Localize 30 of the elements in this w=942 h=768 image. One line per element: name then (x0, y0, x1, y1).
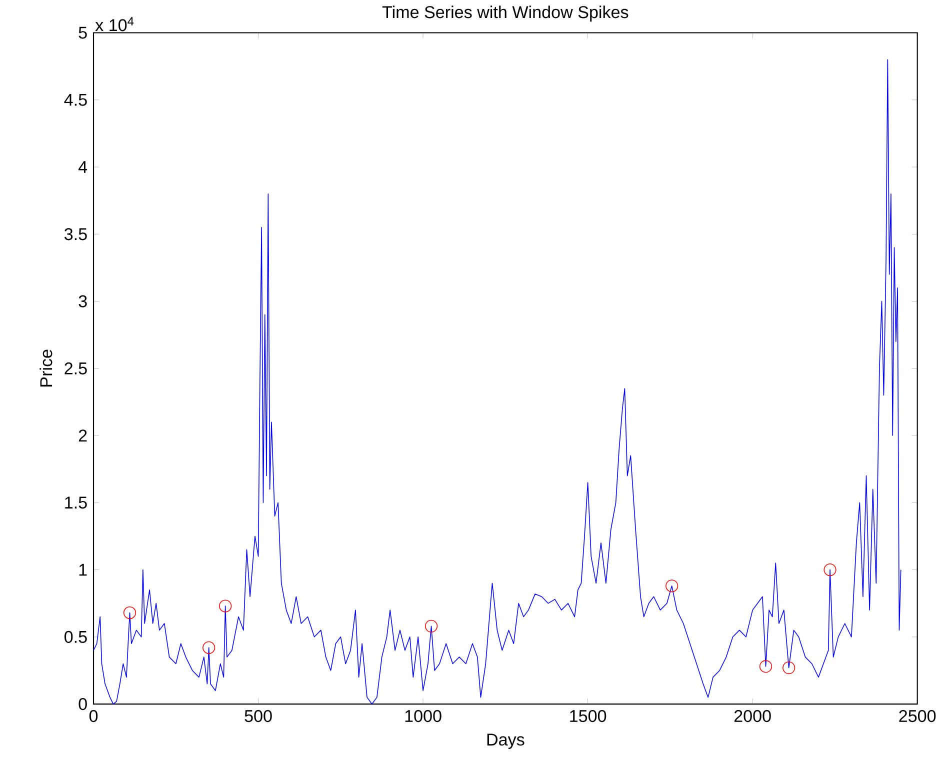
line-series (93, 59, 902, 704)
point (782, 661, 796, 674)
x-tick-label: 2500 (899, 710, 936, 722)
y-tick-label: 0 (78, 698, 87, 710)
point (824, 563, 836, 576)
y-tick-label: 3 (78, 295, 87, 308)
y-tick-label: 4.5 (64, 94, 87, 106)
y-axis-title: Price (40, 350, 52, 386)
x-tick-label: 1500 (570, 710, 606, 722)
chart-title: Time Series with Window Spikes (382, 6, 628, 22)
x-tick-label: 1000 (405, 710, 442, 722)
y-tick-label: 5 (78, 26, 87, 39)
y-tick-label: 1.5 (65, 496, 87, 509)
point (123, 606, 136, 620)
text: x 10$^{4}$ (95, 17, 134, 32)
point (202, 641, 216, 654)
y-tick-label: 1 (79, 564, 87, 576)
y-tick-label: 0.5 (64, 630, 87, 643)
x-tick-label: 2000 (734, 710, 771, 722)
point (666, 580, 678, 592)
x-axis-title: Days (487, 734, 524, 749)
x-tick-label: 0 (89, 710, 98, 722)
point (759, 660, 772, 673)
y-tick-label: 2.5 (64, 362, 87, 374)
x-tick-label: 500 (244, 710, 272, 722)
y-tick-label: 2 (78, 430, 87, 442)
y-tick-label: 3.5 (64, 228, 87, 240)
point (424, 620, 438, 632)
y-tick-label: 4 (78, 161, 88, 173)
point (219, 600, 232, 612)
